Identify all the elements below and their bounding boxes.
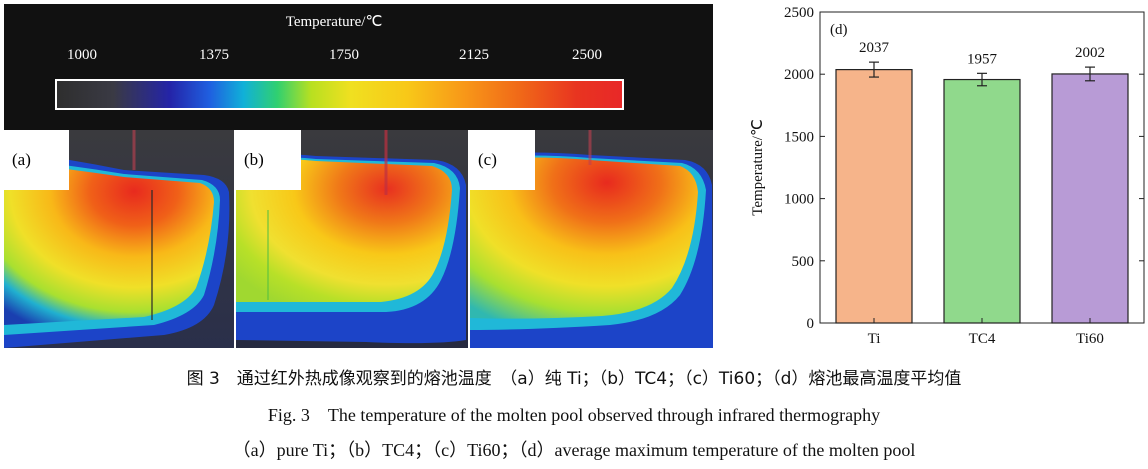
caption-chinese: 图 3 通过红外热成像观察到的熔池温度 （a）纯 Ti；（b）TC4；（c）Ti… xyxy=(186,369,962,389)
thermal-image-a-graphic xyxy=(4,130,234,348)
data-label: 2037 xyxy=(859,40,890,56)
data-label: 2002 xyxy=(1075,45,1105,61)
y-tick-label: 0 xyxy=(807,316,815,332)
y-tick-label: 1500 xyxy=(784,129,814,145)
panel-label-box-a: (a) xyxy=(4,130,69,190)
y-tick-label: 1000 xyxy=(784,192,814,208)
y-tick-label: 2500 xyxy=(784,5,814,21)
chart-panel-label: (d) xyxy=(830,22,848,38)
panel-label-b: (b) xyxy=(244,150,264,169)
thermal-image-b: (b) xyxy=(236,130,468,348)
colorbar-tick-1375: 1375 xyxy=(199,47,229,63)
data-label: 1957 xyxy=(967,51,998,67)
thermal-image-c: (c) xyxy=(470,130,713,348)
y-tick-label: 2000 xyxy=(784,67,814,83)
colorbar-panel: Temperature/℃ 1000 1375 1750 2125 2500 xyxy=(4,4,713,130)
colorbar-tick-1750: 1750 xyxy=(329,47,359,63)
y-tick-label: 500 xyxy=(792,254,815,270)
x-tick-label: TC4 xyxy=(969,331,996,347)
x-tick-label: Ti xyxy=(868,331,881,347)
caption-english-title: Fig. 3 The temperature of the molten poo… xyxy=(267,405,881,425)
panel-label-box-c: (c) xyxy=(470,130,535,190)
colorbar-gradient xyxy=(55,79,624,110)
colorbar-tick-2125: 2125 xyxy=(459,47,489,63)
x-tick-label: Ti60 xyxy=(1076,331,1104,347)
caption-english-subtitle: （a）pure Ti；（b）TC4；（c）Ti60；（d）average max… xyxy=(232,440,916,460)
panel-label-a: (a) xyxy=(12,150,31,169)
bar-tc4 xyxy=(943,78,1021,324)
y-axis-label: Temperature/℃ xyxy=(750,119,766,216)
colorbar-tick-1000: 1000 xyxy=(67,47,97,63)
panel-label-c: (c) xyxy=(478,150,497,169)
thermal-image-a: (a) xyxy=(4,130,234,348)
bar-ti60 xyxy=(1051,73,1129,324)
colorbar-tick-2500: 2500 xyxy=(572,47,602,63)
panel-label-box-b: (b) xyxy=(236,130,301,190)
bar-ti xyxy=(835,68,913,324)
colorbar-title: Temperature/℃ xyxy=(285,14,383,30)
bar-chart: 0 500 1000 1500 2000 2500 Temperature/℃ (d) 2037… xyxy=(750,5,1145,347)
